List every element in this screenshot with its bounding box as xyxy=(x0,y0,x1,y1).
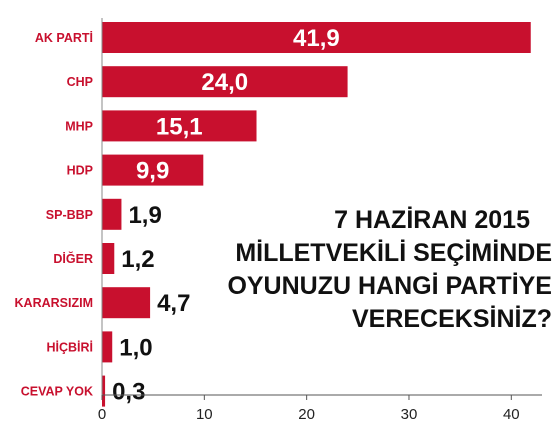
bar xyxy=(102,331,113,363)
value-label: 24,0 xyxy=(201,69,248,96)
value-label: 4,7 xyxy=(157,290,190,317)
bar xyxy=(102,287,151,319)
category-label: HİÇBİRİ xyxy=(46,339,93,354)
value-label: 41,9 xyxy=(293,25,340,52)
value-label: 9,9 xyxy=(136,158,169,185)
category-label: AK PARTİ xyxy=(35,30,93,45)
value-label: 0,3 xyxy=(112,379,145,406)
x-tick-label: 40 xyxy=(503,406,520,423)
x-tick-label: 30 xyxy=(401,406,418,423)
bar xyxy=(102,243,115,274)
value-label: 15,1 xyxy=(156,113,203,140)
x-tick-label: 20 xyxy=(298,406,315,423)
chart-question-title: 7 HAZİRAN 2015 MİLLETVEKİLİ SEÇİMİNDE OY… xyxy=(227,206,552,333)
bar xyxy=(102,154,204,186)
category-label: CHP xyxy=(67,75,93,89)
bar xyxy=(102,66,348,98)
category-label: DİĞER xyxy=(53,251,93,266)
x-tick-label: 0 xyxy=(98,406,106,423)
bars-group: AK PARTİ 41,9 CHP 24,0 MHP 15,1 HDP 9,9 SP-BBP 1,… xyxy=(15,22,531,407)
question-line-3: OYUNUZU HANGİ PARTİYE xyxy=(227,272,552,300)
category-label: SP-BBP xyxy=(46,208,93,222)
bar xyxy=(102,375,106,407)
bar xyxy=(102,22,531,53)
value-label: 1,0 xyxy=(119,334,152,361)
category-label: HDP xyxy=(67,164,93,178)
question-line-1: 7 HAZİRAN 2015 xyxy=(334,206,530,234)
question-line-4: VERECEKSİNİZ? xyxy=(352,305,552,333)
x-tick-label: 10 xyxy=(196,406,213,423)
question-line-2: MİLLETVEKİLİ SEÇİMİNDE xyxy=(235,239,552,267)
bar xyxy=(102,198,122,230)
bar xyxy=(102,110,257,142)
category-label: CEVAP YOK xyxy=(21,385,93,399)
value-label: 1,9 xyxy=(128,202,161,229)
x-axis: 0 10 20 30 40 xyxy=(98,18,542,423)
category-label: KARARSIZIM xyxy=(15,296,93,310)
category-label: MHP xyxy=(65,119,93,133)
value-label: 1,2 xyxy=(121,246,154,273)
